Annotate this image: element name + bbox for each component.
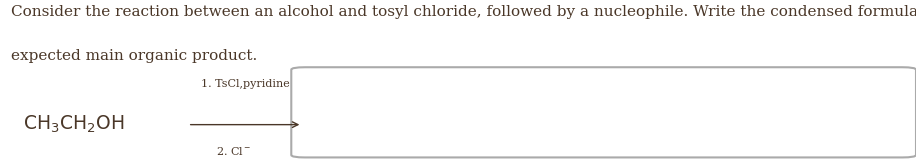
Text: Consider the reaction between an alcohol and tosyl chloride, followed by a nucle: Consider the reaction between an alcohol… <box>11 5 916 19</box>
FancyBboxPatch shape <box>291 67 916 157</box>
Text: $\mathsf{CH_3CH_2OH}$: $\mathsf{CH_3CH_2OH}$ <box>23 114 125 135</box>
Text: 2. Cl$^-$: 2. Cl$^-$ <box>216 145 251 157</box>
Text: expected main organic product.: expected main organic product. <box>11 49 257 63</box>
Text: 1. TsCl,pyridine: 1. TsCl,pyridine <box>202 79 289 89</box>
